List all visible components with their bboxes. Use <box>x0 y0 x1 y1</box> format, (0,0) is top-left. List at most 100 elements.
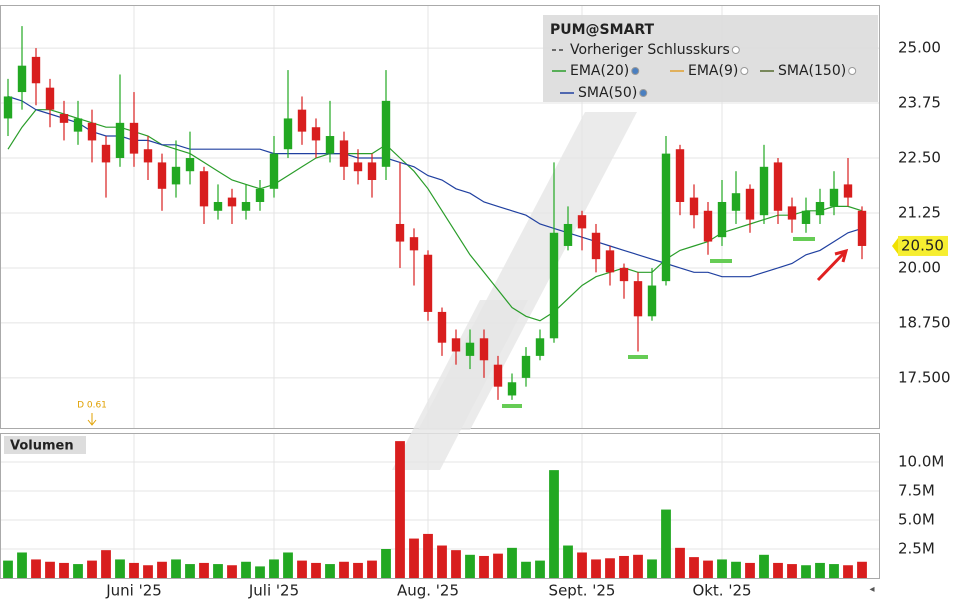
volume-bar <box>115 559 125 578</box>
scroll-arrow[interactable]: ◂ <box>869 584 874 595</box>
volume-bar <box>605 558 615 578</box>
candle-body <box>31 56 41 84</box>
volume-bar <box>857 561 867 578</box>
plot <box>3 26 867 578</box>
volume-bar <box>45 561 55 578</box>
volume-bar <box>591 559 601 578</box>
candle-body <box>633 281 643 317</box>
volume-bar <box>479 555 489 578</box>
candle-body <box>395 223 405 242</box>
candle-body <box>619 267 629 282</box>
candle-body <box>577 215 587 229</box>
y-tick-label: 20.00 <box>898 258 941 276</box>
support-markers <box>502 237 815 408</box>
legend: PUM@SMART Vorheriger Schlusskurs EMA(20) EM… <box>550 22 857 101</box>
volume-bar <box>549 470 559 578</box>
volume-bar <box>297 560 307 578</box>
volume-bar <box>717 559 727 578</box>
volume-bar <box>759 554 769 578</box>
candle-body <box>185 158 195 172</box>
candle-body <box>199 171 209 207</box>
volume-bar <box>689 557 699 578</box>
volume-bar <box>801 565 811 578</box>
volume-bar <box>227 565 237 578</box>
candle-body <box>465 342 475 356</box>
candle-body <box>745 188 755 220</box>
candle-body <box>689 197 699 216</box>
volume-bar <box>367 560 377 578</box>
grid <box>1 6 879 578</box>
y-tick-label: 18.750 <box>898 313 951 331</box>
candle-body <box>493 364 503 387</box>
candle-body <box>731 193 741 211</box>
volume-bar <box>787 564 797 578</box>
legend-entry: Vorheriger Schlusskurs <box>570 42 730 58</box>
candle-body <box>549 232 559 339</box>
candle-body <box>423 254 433 312</box>
volume-bar <box>325 564 335 578</box>
candle-body <box>591 232 601 260</box>
candle-body <box>101 144 111 163</box>
candle-body <box>87 122 97 141</box>
y-tick-label: 17.500 <box>898 368 951 386</box>
candle-body <box>647 285 657 317</box>
volume-bar <box>577 552 587 578</box>
volume-bar <box>283 552 293 578</box>
legend-toggle <box>740 67 749 75</box>
candle-body <box>157 162 167 189</box>
volume-bar <box>423 533 433 578</box>
candle-body <box>17 65 27 93</box>
candle-body <box>703 210 713 242</box>
volume-bar <box>745 562 755 578</box>
candle-body <box>479 338 489 361</box>
volume-bar <box>17 552 27 578</box>
volume-bar <box>171 559 181 578</box>
volume-bar <box>829 564 839 578</box>
arrow <box>816 248 849 282</box>
candle-body <box>213 201 223 211</box>
legend-box <box>543 15 878 102</box>
volume-bar <box>339 561 349 578</box>
candle-body <box>563 223 573 246</box>
volume-bar <box>213 564 223 578</box>
volume-bar <box>773 562 783 578</box>
candle-body <box>255 188 265 202</box>
candle-body <box>227 197 237 207</box>
legend-entry: EMA(9) <box>688 63 738 79</box>
volume-bar <box>31 559 41 578</box>
candle-body <box>409 237 419 251</box>
volume-bar <box>619 555 629 578</box>
candle-body <box>717 201 727 238</box>
candle-body <box>171 166 181 185</box>
candle-body <box>451 338 461 352</box>
indicator-line <box>7 95 863 278</box>
legend-entry: EMA(20) <box>570 63 629 79</box>
volume-bar <box>451 550 461 578</box>
volume-bar <box>381 549 391 578</box>
candle-body <box>143 149 153 163</box>
volume-bar <box>87 560 97 578</box>
volume-bar <box>647 559 657 578</box>
last-price-label: 20.50 <box>901 236 944 254</box>
candle-body <box>59 114 69 123</box>
candle-body <box>269 153 279 189</box>
candle-body <box>843 184 853 198</box>
dividend-label: D 0.61 <box>77 401 107 411</box>
volume-bar <box>843 565 853 578</box>
candle-body <box>45 87 55 110</box>
legend-toggle <box>731 46 740 54</box>
volume-bar <box>563 545 573 578</box>
volume-bar <box>633 554 643 578</box>
volume-title-box <box>4 436 86 454</box>
candle-body <box>857 210 867 246</box>
candle-body <box>437 311 447 343</box>
watermark <box>392 300 528 470</box>
candle-body <box>339 140 349 167</box>
volume-bar <box>493 553 503 578</box>
candle-body <box>129 122 139 154</box>
volume-bar <box>129 562 139 578</box>
y-tick-label: 7.5M <box>898 482 935 500</box>
x-tick-label: Aug. '25 <box>397 582 459 600</box>
candle-body <box>297 109 307 132</box>
